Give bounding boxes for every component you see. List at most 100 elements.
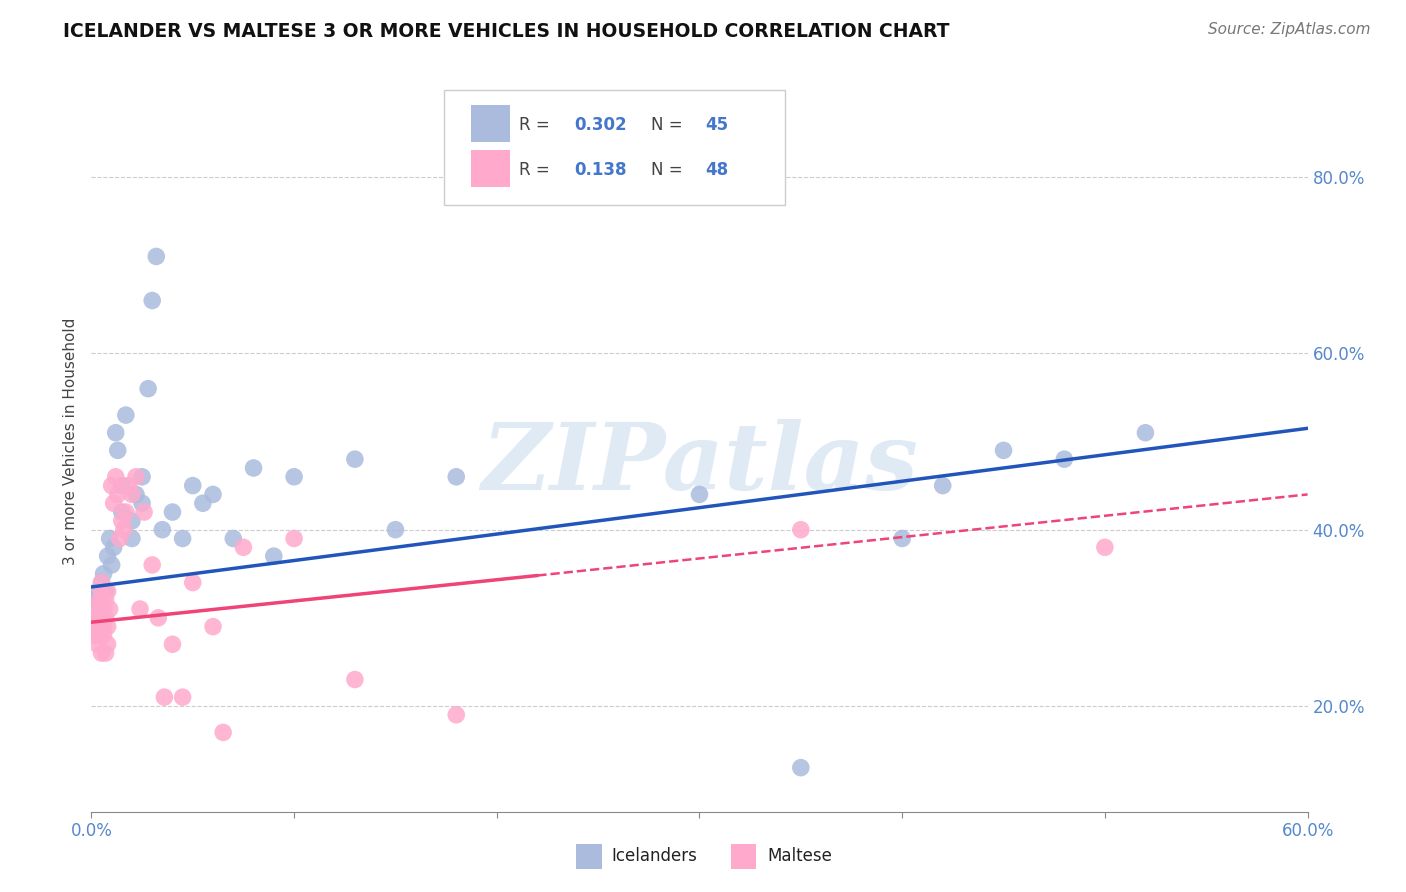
Point (82, 593, 104, 607)
Point (98, 532, 121, 546)
Point (104, 425, 127, 440)
Point (212, 725, 235, 739)
Point (790, 523, 813, 537)
Point (263, 549, 285, 563)
Point (136, 382, 159, 396)
Point (104, 470, 127, 484)
Point (94, 646, 117, 660)
Point (125, 487, 148, 501)
Point (111, 478, 134, 492)
Point (283, 532, 305, 546)
Point (242, 461, 264, 475)
Point (153, 690, 176, 705)
Point (86, 637, 108, 651)
Point (222, 532, 245, 546)
FancyBboxPatch shape (444, 90, 785, 204)
Point (89, 593, 111, 607)
Point (121, 532, 143, 546)
Point (90, 584, 112, 599)
Point (181, 478, 204, 492)
Point (103, 541, 125, 555)
Point (343, 452, 366, 467)
Point (107, 443, 129, 458)
Text: 0.138: 0.138 (574, 161, 627, 178)
Point (93, 620, 115, 634)
Point (1094, 541, 1116, 555)
Point (86, 602, 108, 616)
Text: ZIPatlas: ZIPatlas (481, 418, 918, 508)
Point (117, 478, 139, 492)
Point (103, 496, 125, 510)
Point (444, 707, 467, 722)
Point (141, 558, 163, 572)
Text: 45: 45 (706, 116, 728, 134)
FancyBboxPatch shape (471, 105, 510, 142)
Point (444, 470, 467, 484)
Point (112, 523, 135, 537)
Point (94, 584, 117, 599)
Point (162, 637, 184, 651)
Point (100, 558, 122, 572)
Point (97, 637, 120, 651)
Point (131, 470, 153, 484)
Point (202, 620, 225, 634)
Point (86, 611, 108, 625)
Point (202, 487, 225, 501)
Point (82, 628, 104, 642)
Point (89, 593, 111, 607)
Point (993, 443, 1015, 458)
Point (384, 523, 406, 537)
Point (108, 532, 131, 546)
Point (97, 584, 120, 599)
Point (89, 620, 111, 634)
Point (150, 523, 173, 537)
Point (111, 505, 134, 519)
Point (93, 566, 115, 581)
Point (111, 514, 134, 528)
Text: R =: R = (519, 161, 555, 178)
Point (100, 478, 122, 492)
Point (172, 690, 194, 705)
Text: R =: R = (519, 116, 555, 134)
Text: 48: 48 (706, 161, 728, 178)
Point (97, 620, 120, 634)
Point (90, 575, 112, 590)
Point (129, 602, 152, 616)
Point (891, 532, 914, 546)
Point (97, 549, 120, 563)
FancyBboxPatch shape (471, 150, 510, 187)
Text: N =: N = (651, 116, 688, 134)
Text: 0.302: 0.302 (574, 116, 627, 134)
Point (1135, 425, 1157, 440)
Point (1053, 452, 1076, 467)
Point (98, 602, 121, 616)
Point (343, 673, 366, 687)
Point (141, 293, 163, 308)
Point (790, 761, 813, 775)
Point (121, 487, 143, 501)
Point (90, 646, 112, 660)
Point (107, 487, 129, 501)
Text: N =: N = (651, 161, 688, 178)
Point (172, 532, 194, 546)
Point (162, 505, 184, 519)
Y-axis label: 3 or more Vehicles in Household: 3 or more Vehicles in Household (63, 318, 79, 566)
Point (115, 408, 138, 422)
Point (86, 584, 108, 599)
Point (121, 514, 143, 528)
Point (132, 505, 155, 519)
Point (931, 478, 953, 492)
Point (232, 541, 254, 555)
Point (181, 575, 204, 590)
Point (191, 496, 214, 510)
Point (84, 611, 107, 625)
Point (688, 487, 710, 501)
Text: Icelanders: Icelanders (612, 847, 697, 865)
Point (94, 593, 117, 607)
Point (89, 628, 111, 642)
Point (115, 505, 138, 519)
Point (93, 602, 115, 616)
Point (125, 470, 148, 484)
Point (84, 620, 107, 634)
Point (283, 470, 305, 484)
